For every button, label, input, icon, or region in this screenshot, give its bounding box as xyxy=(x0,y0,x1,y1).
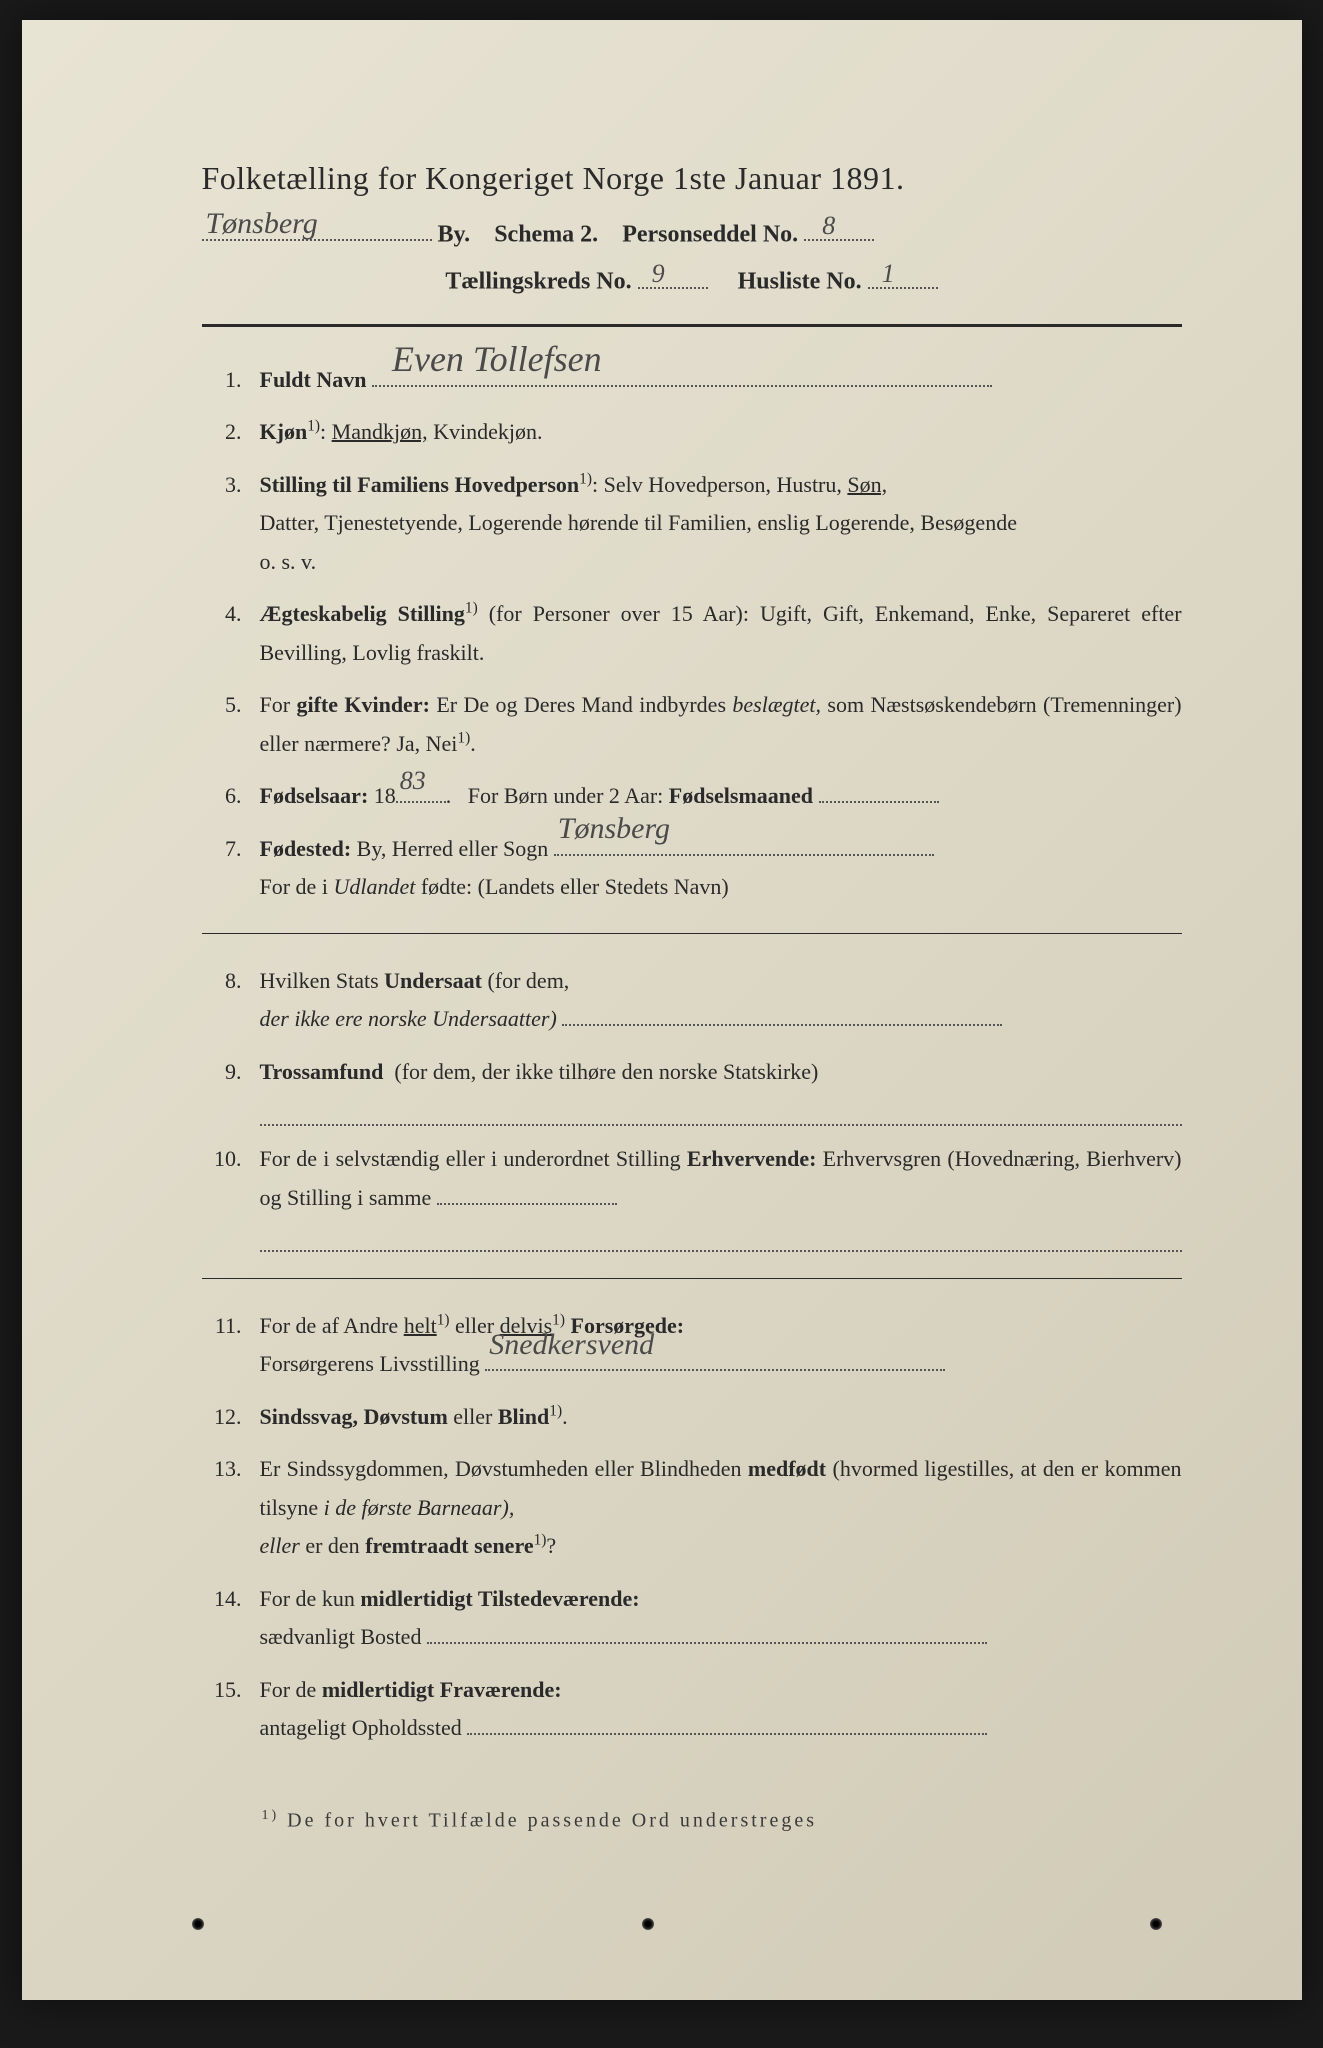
q14: 14. For de kun midlertidigt Tilstedevære… xyxy=(202,1580,1182,1657)
q6: 6. Fødselsaar: 1883. For Børn under 2 Aa… xyxy=(202,777,1182,816)
q2: 2. Kjøn1): Mandkjøn, Kvindekjøn. xyxy=(202,413,1182,452)
q15-label: midlertidigt Fraværende: xyxy=(322,1677,562,1702)
line-kreds-husliste: Tællingskreds No. 9 Husliste No. 1 xyxy=(202,262,1182,295)
q10: 10. For de i selvstændig eller i underor… xyxy=(202,1140,1182,1252)
personseddel-label: Personseddel No. xyxy=(622,221,798,247)
handwritten-personseddel-no: 8 xyxy=(822,211,835,241)
q6-label: Fødselsaar: xyxy=(260,783,369,808)
q1-value: Even Tollefsen xyxy=(392,328,602,391)
question-list: 1. Fuldt Navn Even Tollefsen 2. Kjøn1): … xyxy=(202,361,1182,907)
q10-label: Erhvervende: xyxy=(687,1146,817,1171)
q1: 1. Fuldt Navn Even Tollefsen xyxy=(202,361,1182,400)
pinhole-left xyxy=(192,1918,204,1930)
q2-underlined: Mandkjøn, xyxy=(332,419,428,444)
q14-label: midlertidigt Tilstedeværende: xyxy=(360,1586,639,1611)
q12-label2: Blind xyxy=(498,1404,549,1429)
q3-label: Stilling til Familiens Hovedperson xyxy=(260,472,580,497)
q9-label: Trossamfund xyxy=(260,1059,384,1084)
pinhole-mid xyxy=(642,1918,654,1930)
q13-label1: medfødt xyxy=(748,1456,826,1481)
q4-label: Ægteskabelig Stilling xyxy=(260,601,465,626)
pinhole-right xyxy=(1150,1918,1162,1930)
q13: 13. Er Sindssygdommen, Døvstumheden elle… xyxy=(202,1450,1182,1566)
footnote: 1) De for hvert Tilfælde passende Ord un… xyxy=(202,1808,1182,1833)
q2-label: Kjøn xyxy=(260,419,308,444)
q4-paren: (for Personer over 15 Aar): xyxy=(489,601,749,626)
schema-label: Schema 2. xyxy=(494,221,598,247)
question-list-2: 8. Hvilken Stats Undersaat (for dem, der… xyxy=(202,962,1182,1252)
q6-year: 83 xyxy=(400,758,426,804)
q3-underlined: Søn, xyxy=(847,472,887,497)
handwritten-husliste-no: 1 xyxy=(882,259,895,289)
q8-label: Undersaat xyxy=(384,968,482,993)
q7-label: Fødested: xyxy=(260,836,352,861)
divider-mid1 xyxy=(202,933,1182,934)
q11-value: Snedkersvend xyxy=(489,1319,654,1372)
q11: 11. For de af Andre helt1) eller delvis1… xyxy=(202,1307,1182,1384)
q9: 9. Trossamfund (for dem, der ikke tilhør… xyxy=(202,1053,1182,1126)
handwritten-kreds-no: 9 xyxy=(652,259,665,289)
q8: 8. Hvilken Stats Undersaat (for dem, der… xyxy=(202,962,1182,1039)
divider-mid2 xyxy=(202,1278,1182,1279)
q12: 12. Sindssvag, Døvstum eller Blind1). xyxy=(202,1398,1182,1437)
line-by-schema: Tønsberg By. Schema 2. Personseddel No. … xyxy=(202,215,1182,248)
handwritten-by: Tønsberg xyxy=(206,207,318,241)
kreds-label: Tællingskreds No. xyxy=(445,269,631,295)
q3: 3. Stilling til Familiens Hovedperson1):… xyxy=(202,466,1182,582)
census-form-page: Folketælling for Kongeriget Norge 1ste J… xyxy=(22,20,1302,2000)
husliste-label: Husliste No. xyxy=(738,269,862,295)
by-label: By. xyxy=(438,221,471,247)
q7: 7. Fødested: By, Herred eller Sogn Tønsb… xyxy=(202,830,1182,907)
q3-line3: o. s. v. xyxy=(260,543,1182,582)
q5-label: gifte Kvinder: xyxy=(296,692,429,717)
q12-label: Sindssvag, Døvstum xyxy=(260,1404,448,1429)
q1-label: Fuldt Navn xyxy=(260,367,367,392)
q15: 15. For de midlertidigt Fraværende: anta… xyxy=(202,1671,1182,1748)
form-header: Folketælling for Kongeriget Norge 1ste J… xyxy=(202,160,1182,296)
divider-top xyxy=(202,324,1182,327)
q7-value: Tønsberg xyxy=(558,803,670,856)
q3-line2: Datter, Tjenestetyende, Logerende hørend… xyxy=(260,504,1182,543)
q6-label2: Fødselsmaaned xyxy=(669,783,813,808)
form-title: Folketælling for Kongeriget Norge 1ste J… xyxy=(202,160,1182,197)
question-list-3: 11. For de af Andre helt1) eller delvis1… xyxy=(202,1307,1182,1748)
q4: 4. Ægteskabelig Stilling1) (for Personer… xyxy=(202,595,1182,672)
q5: 5. For gifte Kvinder: Er De og Deres Man… xyxy=(202,686,1182,763)
q13-label2: fremtraadt senere xyxy=(365,1533,533,1558)
